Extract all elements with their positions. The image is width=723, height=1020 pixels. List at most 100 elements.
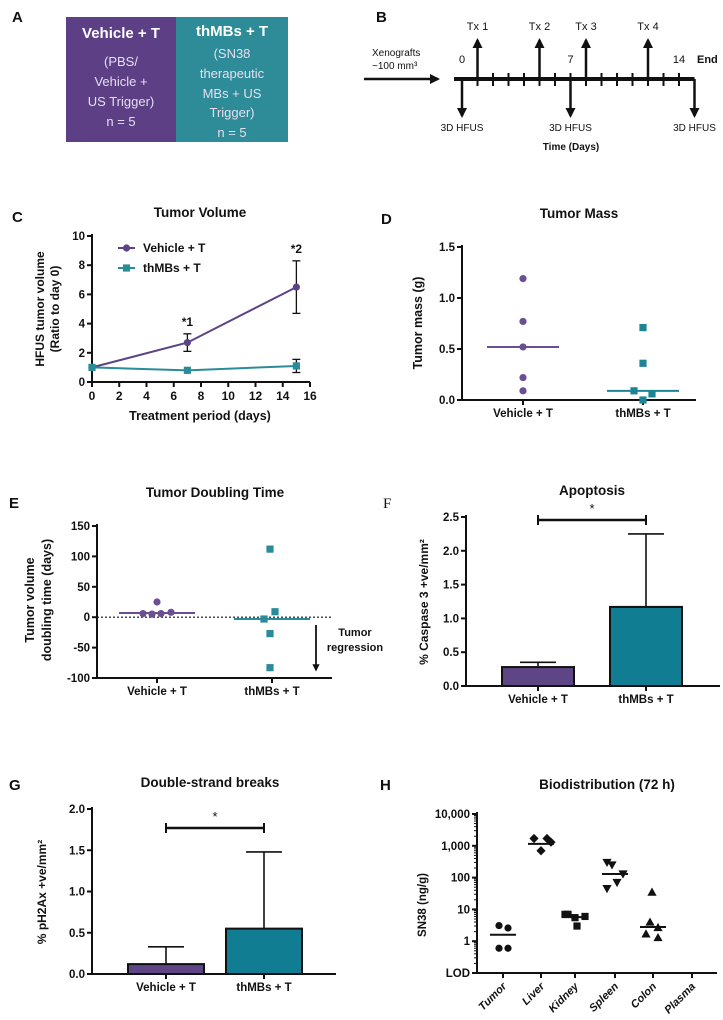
y-tick-label: 100 bbox=[71, 551, 90, 563]
group-description-line: n = 5 bbox=[106, 114, 135, 129]
y-axis-label: doubling time (days) bbox=[40, 539, 54, 661]
y-tick-label: 4 bbox=[79, 319, 86, 331]
x-tick-label: Liver bbox=[520, 980, 548, 1008]
x-tick-label: 10 bbox=[222, 389, 236, 403]
data-point bbox=[607, 861, 617, 870]
y-axis: -100 -50 0 50 100 150 bbox=[67, 521, 98, 685]
data-point bbox=[653, 932, 663, 942]
y-tick-label: 6 bbox=[79, 289, 85, 301]
group-description-line: MBs + US bbox=[203, 86, 262, 101]
y-tick-label: 2.0 bbox=[443, 546, 459, 558]
treatment-label: Tx 4 bbox=[637, 21, 658, 33]
data-point bbox=[648, 390, 656, 398]
y-tick-label: 10 bbox=[72, 231, 85, 243]
day-label: 7 bbox=[567, 54, 573, 66]
y-tick-label: 150 bbox=[71, 521, 90, 533]
group-box-thmbs: thMBs + T (SN38 therapeutic MBs + US Trigger… bbox=[176, 17, 288, 142]
data-point bbox=[504, 944, 512, 952]
y-axis-label: HFUS tumor volume bbox=[33, 251, 47, 367]
y-tick-label: 0.5 bbox=[69, 928, 86, 940]
y-tick-label: 100 bbox=[451, 873, 470, 885]
group-description-line: (SN38 bbox=[214, 46, 251, 61]
data-point bbox=[519, 387, 527, 395]
x-tick-label: Vehicle + T bbox=[127, 686, 187, 698]
series-vehicle bbox=[88, 260, 301, 371]
data-point bbox=[183, 366, 191, 374]
series-thmbs bbox=[88, 358, 301, 374]
imaging-label: 3D HFUS bbox=[441, 123, 484, 134]
data-point bbox=[266, 630, 274, 638]
data-point bbox=[564, 910, 572, 918]
y-tick-label: 1.5 bbox=[439, 242, 456, 254]
x-tick-label: thMBs + T bbox=[615, 408, 670, 420]
x-axis: Vehicle + T thMBs + T bbox=[96, 677, 332, 698]
y-tick-label: 0.5 bbox=[443, 647, 460, 659]
data-point bbox=[519, 275, 527, 283]
y-tick-label: -100 bbox=[67, 673, 90, 685]
panel-label: C bbox=[12, 209, 23, 226]
x-tick-label: 4 bbox=[143, 389, 150, 403]
significance-annotation: *1 bbox=[182, 315, 194, 329]
day-label: 14 bbox=[673, 54, 685, 66]
timeline-x-label: Time (Days) bbox=[543, 142, 600, 153]
y-tick-label: 10,000 bbox=[435, 809, 470, 821]
group-title: Vehicle + T bbox=[82, 25, 160, 42]
y-tick-label: 0.0 bbox=[69, 969, 85, 981]
y-axis-label: (Ratio to day 0) bbox=[48, 266, 62, 353]
group-box-bg bbox=[176, 17, 288, 142]
y-tick-label: 0 bbox=[79, 377, 85, 389]
y-tick-label: 10 bbox=[457, 904, 470, 916]
tumor-regression-label: Tumor bbox=[338, 627, 372, 639]
y-axis-label: SN38 (ng/g) bbox=[417, 873, 429, 937]
x-tick-label: Plasma bbox=[662, 981, 698, 1017]
significance-annotation: *2 bbox=[291, 242, 303, 256]
data-point bbox=[153, 598, 161, 606]
chart-title: Tumor Volume bbox=[154, 205, 247, 220]
bar bbox=[225, 927, 303, 975]
data-point bbox=[88, 363, 96, 371]
bar bbox=[127, 963, 205, 975]
y-tick-label: 1 bbox=[464, 936, 471, 948]
x-tick-label: Kidney bbox=[547, 980, 582, 1015]
bar bbox=[609, 605, 683, 688]
y-tick-label: 1.5 bbox=[443, 580, 460, 592]
panel-label: H bbox=[380, 777, 391, 794]
significance-label: * bbox=[589, 501, 594, 516]
chart-title: Tumor Doubling Time bbox=[146, 485, 285, 500]
data-point bbox=[183, 338, 191, 347]
treatment-label: Tx 2 bbox=[529, 21, 550, 33]
data-point bbox=[573, 922, 581, 930]
x-axis: Tumor Liver Kidney Spleen Colon Plasma bbox=[476, 972, 717, 1017]
data-point bbox=[495, 944, 503, 952]
x-tick-label: thMBs + T bbox=[244, 686, 299, 698]
group-description-line: (PBS/ bbox=[104, 54, 138, 69]
y-tick-label: 50 bbox=[77, 582, 90, 594]
y-tick-label: 1.0 bbox=[443, 613, 459, 625]
group-box-vehicle: Vehicle + T (PBS/Vehicle + US Trigger) n = … bbox=[66, 17, 176, 142]
data-point bbox=[529, 833, 539, 844]
chart-title: Tumor Mass bbox=[540, 206, 619, 221]
data-point bbox=[266, 664, 274, 672]
x-tick-label: 12 bbox=[249, 389, 263, 403]
y-tick-label: 1.5 bbox=[69, 845, 86, 857]
tumor-regression-label: regression bbox=[327, 642, 384, 654]
y-axis-label: Tumor volume bbox=[23, 557, 37, 642]
y-tick-label: 0 bbox=[84, 612, 90, 624]
x-tick-label: Spleen bbox=[587, 980, 621, 1014]
x-axis-label: Treatment period (days) bbox=[129, 409, 271, 423]
x-axis: Vehicle + T thMBs + T bbox=[91, 973, 336, 994]
chart-title: Biodistribution (72 h) bbox=[539, 777, 675, 792]
series-line bbox=[91, 286, 297, 369]
group-title: thMBs + T bbox=[196, 23, 268, 40]
data-point bbox=[602, 858, 612, 868]
y-axis-label: % pH2Ax +ve/mm² bbox=[35, 840, 49, 944]
x-tick-label: 16 bbox=[303, 389, 317, 403]
x-tick-label: thMBs + T bbox=[618, 694, 673, 706]
day-label: 0 bbox=[459, 54, 465, 66]
legend-marker bbox=[122, 264, 131, 272]
data-point bbox=[602, 885, 612, 894]
y-axis-label: Tumor mass (g) bbox=[411, 277, 425, 370]
x-tick-label: Colon bbox=[629, 980, 660, 1011]
data-point bbox=[645, 917, 655, 926]
